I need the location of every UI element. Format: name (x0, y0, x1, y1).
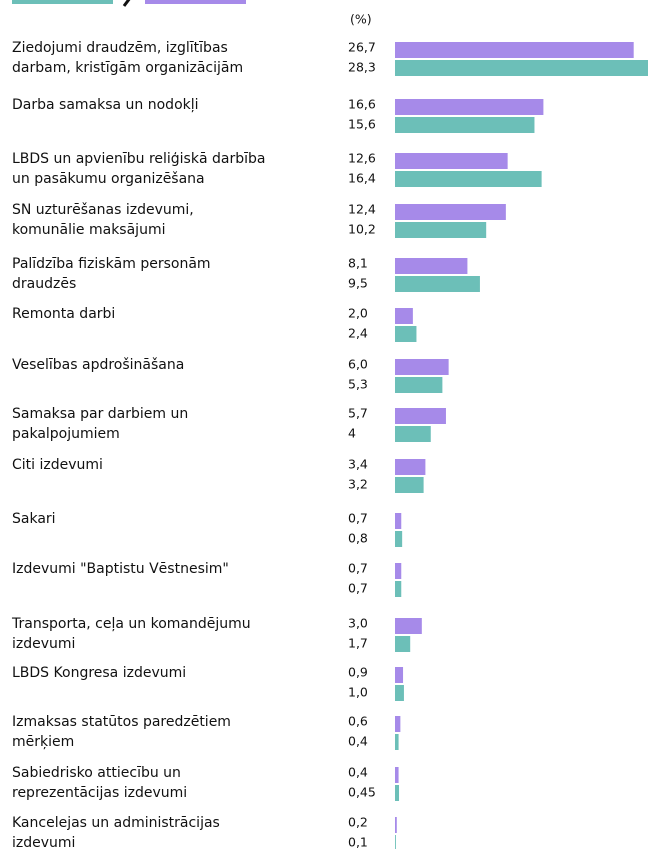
value-label: 0,7 (348, 581, 368, 596)
legend-swatch (12, 0, 113, 4)
category-label: Palīdzība fiziskām personām (12, 256, 211, 272)
bar (395, 785, 400, 801)
bar (395, 204, 506, 220)
bar (395, 153, 508, 169)
category-label: Sabiedrisko attiecību un (12, 765, 181, 781)
bar (395, 581, 402, 597)
bar (395, 767, 399, 783)
value-label: 4 (348, 426, 356, 441)
category-label: reprezentācijas izdevumi (12, 785, 187, 801)
bar (395, 99, 544, 115)
value-label: 0,8 (348, 531, 368, 546)
value-label: 0,9 (348, 665, 368, 680)
category-label: pakalpojumiem (12, 426, 120, 442)
bar (395, 308, 413, 324)
bar (395, 258, 468, 274)
value-label: 5,7 (348, 406, 368, 421)
bar (395, 117, 535, 133)
category-label: izdevumi (12, 636, 75, 652)
bar (395, 276, 480, 292)
value-label: 6,0 (348, 357, 368, 372)
category-label: LBDS Kongresa izdevumi (12, 665, 186, 681)
value-label: 0,4 (348, 765, 368, 780)
category-label: Remonta darbi (12, 306, 115, 322)
category-label: Izdevumi "Baptistu Vēstnesim" (12, 561, 229, 577)
category-label: darbam, kristīgām organizācijām (12, 60, 243, 76)
value-label: 1,0 (348, 685, 368, 700)
category-label: LBDS un apvienību reliģiskā darbība (12, 151, 265, 167)
category-label: SN uzturēšanas izdevumi, (12, 202, 194, 218)
category-label: komunālie maksājumi (12, 222, 165, 238)
category-label: Ziedojumi draudzēm, izglītības (12, 40, 228, 56)
category-label: Darba samaksa un nodokļi (12, 97, 199, 113)
value-label: 3,0 (348, 616, 368, 631)
value-label: 10,2 (348, 222, 376, 237)
value-label: 16,4 (348, 171, 376, 186)
category-label: Samaksa par darbiem un (12, 406, 188, 422)
value-label: 0,4 (348, 734, 368, 749)
bar (395, 171, 542, 187)
value-label: 16,6 (348, 97, 376, 112)
bar (395, 377, 443, 393)
value-label: 1,7 (348, 636, 368, 651)
value-label: 3,2 (348, 477, 368, 492)
value-label: 26,7 (348, 40, 376, 55)
value-label: 15,6 (348, 117, 376, 132)
bar (395, 459, 426, 475)
category-label: izdevumi (12, 835, 75, 849)
legend-swatch (145, 0, 246, 4)
category-label: Sakari (12, 511, 56, 527)
value-label: 0,1 (348, 835, 368, 849)
value-label: 5,3 (348, 377, 368, 392)
category-label: Citi izdevumi (12, 457, 103, 473)
value-label: 0,6 (348, 714, 368, 729)
category-label: mērķiem (12, 734, 74, 750)
value-label: 2,0 (348, 306, 368, 321)
bar (395, 685, 404, 701)
bar (395, 667, 404, 683)
bar (395, 326, 417, 342)
value-label: 9,5 (348, 276, 368, 291)
category-label: Izmaksas statūtos paredzētiem (12, 714, 231, 730)
category-label: Veselības apdrošināšana (12, 357, 184, 373)
bar (395, 734, 399, 750)
value-label: 3,4 (348, 457, 368, 472)
category-label: Transporta, ceļa un komandējumu (11, 616, 251, 632)
category-label: Kancelejas un administrācijas (12, 815, 220, 831)
value-label: 0,2 (348, 815, 368, 830)
bar (395, 359, 449, 375)
bar (395, 835, 396, 849)
value-label: 12,6 (348, 151, 376, 166)
bar (395, 618, 422, 634)
bar (395, 42, 634, 58)
value-label: 0,7 (348, 511, 368, 526)
value-label: 2,4 (348, 326, 368, 341)
value-label: 28,3 (348, 60, 376, 75)
bar (395, 408, 446, 424)
bar (395, 426, 431, 442)
value-label: 0,7 (348, 561, 368, 576)
bar (395, 563, 402, 579)
value-label: 12,4 (348, 202, 376, 217)
legend-separator (122, 0, 131, 7)
bar (395, 513, 402, 529)
bar (395, 716, 401, 732)
bar (395, 60, 648, 76)
bar (395, 817, 397, 833)
bar (395, 477, 424, 493)
unit-label: (%) (350, 12, 372, 27)
category-label: un pasākumu organizēšana (12, 171, 205, 187)
bar (395, 531, 403, 547)
value-label: 0,45 (348, 785, 376, 800)
value-label: 8,1 (348, 256, 368, 271)
bar (395, 636, 411, 652)
category-label: draudzēs (12, 276, 76, 292)
bar (395, 222, 487, 238)
